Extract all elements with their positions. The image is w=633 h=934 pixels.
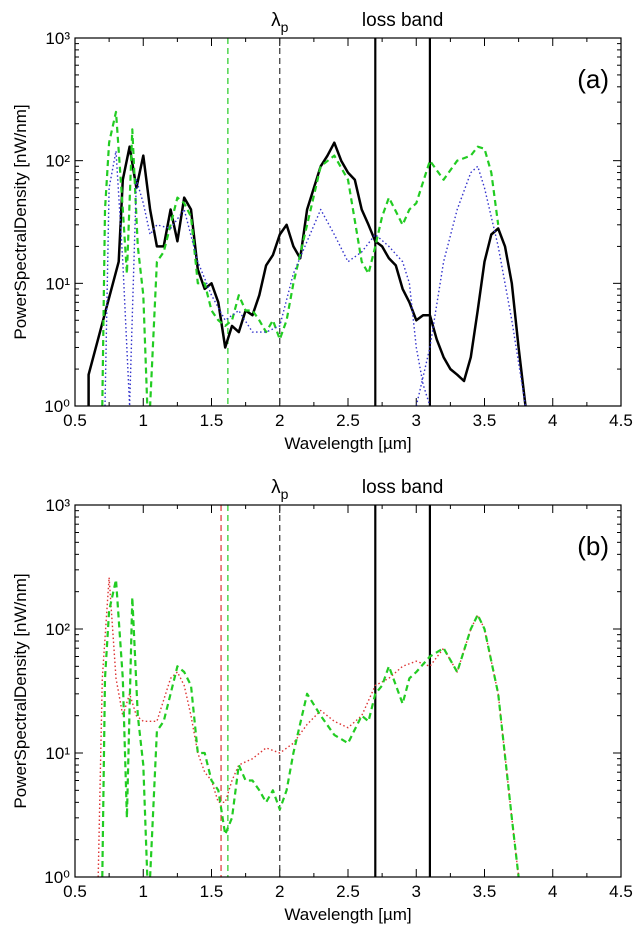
- series-line-2: [104, 150, 431, 406]
- x-tick-label: 2.5: [336, 411, 360, 430]
- y-axis-label: PowerSpectralDensity [nW/nm]: [11, 104, 30, 339]
- x-tick-label: 0.5: [63, 882, 87, 901]
- x-tick-label: 2.5: [336, 882, 360, 901]
- x-tick-label: 1: [139, 882, 148, 901]
- y-tick-label: 10²: [45, 620, 70, 639]
- x-tick-label: 1: [139, 411, 148, 430]
- panel-label: (b): [577, 531, 609, 561]
- x-axis-label: Wavelength [µm]: [284, 905, 411, 924]
- y-tick-label: 10¹: [45, 274, 70, 293]
- series-group: [87, 110, 527, 406]
- y-tick-label: 10⁰: [44, 397, 70, 416]
- y-tick-label: 10⁰: [44, 868, 70, 887]
- y-tick-label: 10³: [45, 496, 70, 515]
- x-tick-label: 3: [412, 882, 421, 901]
- panel-label: (a): [577, 64, 609, 94]
- x-tick-label: 0.5: [63, 411, 87, 430]
- x-tick-label: 4.5: [609, 882, 633, 901]
- reference-lines: [227, 38, 431, 406]
- series-line-0: [87, 141, 527, 406]
- x-tick-label: 4: [548, 882, 557, 901]
- lambda-p-label: λp: [271, 477, 289, 502]
- lambda-p-label: λp: [271, 10, 289, 35]
- series-group: [97, 576, 520, 877]
- x-tick-label: 4.5: [609, 411, 633, 430]
- series-line-0: [97, 576, 520, 877]
- y-axis-label: PowerSpectralDensity [nW/nm]: [11, 573, 30, 808]
- panel-b: 10⁰ 10¹ 10² 10³ 0.5 1 1.5 2 2.5 3 3.5 4 4.5 (b) λp loss…: [11, 477, 633, 924]
- x-tick-label: 1.5: [200, 882, 224, 901]
- x-tick-label: 2: [275, 411, 284, 430]
- x-tick-label: 3.5: [473, 882, 497, 901]
- y-tick-label: 10³: [45, 29, 70, 48]
- x-tick-label: 1.5: [200, 411, 224, 430]
- loss-band-label: loss band: [362, 10, 443, 31]
- x-tick-label: 3.5: [473, 411, 497, 430]
- x-tick-label: 4: [548, 411, 557, 430]
- panel-a: 10⁰ 10¹ 10² 10³ 0.5 1 1.5 2 2.5 3 3.5 4 4.5 (a) λp loss…: [11, 10, 633, 453]
- x-axis-label: Wavelength [µm]: [284, 434, 411, 453]
- loss-band-label: loss band: [362, 477, 443, 498]
- x-tick-label: 3: [412, 411, 421, 430]
- x-tick-label: 2: [275, 882, 284, 901]
- reference-lines: [220, 505, 431, 877]
- series-line-1: [101, 578, 520, 877]
- y-tick-label: 10¹: [45, 744, 70, 763]
- series-line-1: [101, 110, 500, 406]
- plot-frame: [74, 37, 622, 407]
- series-line-3: [415, 165, 527, 406]
- plot-frame: [74, 504, 622, 878]
- y-tick-label: 10²: [45, 152, 70, 171]
